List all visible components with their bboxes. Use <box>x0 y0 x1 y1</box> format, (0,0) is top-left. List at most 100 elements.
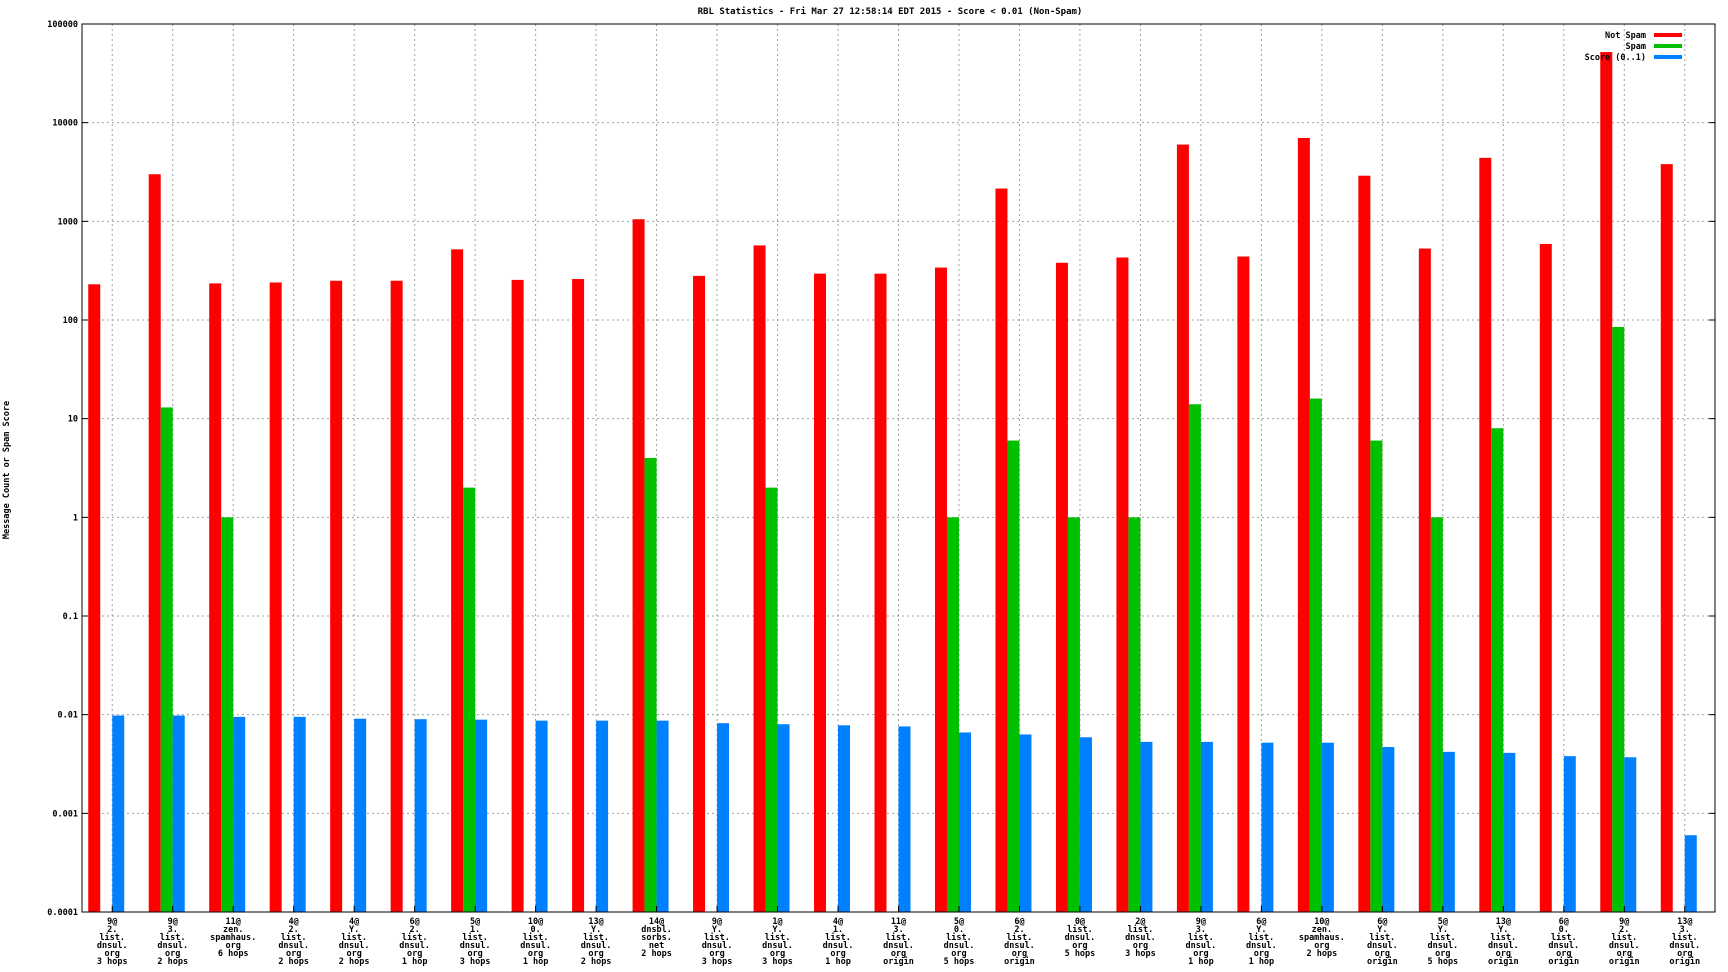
x-tick-label-line: 0. <box>1559 925 1569 935</box>
x-tick-label-line: 3. <box>168 925 178 935</box>
bar-2-20 <box>1321 742 1334 912</box>
bar-1-2 <box>221 517 234 912</box>
x-tick-label-line: 10@ <box>1314 917 1329 927</box>
bar-1-22 <box>1430 517 1443 912</box>
x-tick-label-line: zen. <box>1312 925 1332 935</box>
x-tick-label-line: dnsul. <box>1609 941 1640 951</box>
x-tick-label-line: spamhaus. <box>210 933 256 943</box>
x-tick-label-line: origin <box>1367 956 1398 967</box>
x-tick-label-line: org <box>1435 949 1450 959</box>
x-tick-label-line: org <box>1193 949 1208 959</box>
x-tick-label-line: dnsul. <box>823 941 854 951</box>
x-tick-label-line: 9@ <box>712 917 722 927</box>
bar-0-2 <box>209 283 222 913</box>
x-tick-label: 0@ list. dnsul. org 5 hops <box>1065 917 1096 959</box>
x-tick-label-line: org <box>467 949 482 959</box>
x-tick-label-line: org <box>226 941 241 951</box>
bars <box>88 52 1697 913</box>
x-tick-label-line: org <box>951 949 966 959</box>
bar-0-21 <box>1358 175 1371 912</box>
x-tick-label-line: 2. <box>107 925 117 935</box>
bar-1-16 <box>1067 517 1080 912</box>
x-tick-label-line: 3. <box>1680 925 1690 935</box>
x-tick-label-line: sorbs. <box>641 933 672 943</box>
x-tick-label-line: list. <box>583 932 609 943</box>
x-tick-label-line: org <box>286 949 301 959</box>
x-tick-label-line: org <box>891 949 906 959</box>
bar-1-9 <box>644 457 657 912</box>
bar-0-4 <box>330 280 343 912</box>
y-tick-label: 1 <box>73 513 78 523</box>
x-tick-label-line: dnsul. <box>460 941 491 951</box>
bar-0-24 <box>1539 243 1552 912</box>
x-tick-label-line: list. <box>825 932 851 943</box>
x-tick-label-line: list. <box>1430 932 1456 943</box>
x-tick-label-line: dnsul. <box>399 941 430 951</box>
x-tick-label: 6@ Y. list. dnsul. org origin <box>1367 917 1398 967</box>
x-tick-label-line: 0. <box>954 925 964 935</box>
x-tick-label-line: 5 hops <box>944 957 975 967</box>
bar-2-3 <box>293 716 306 912</box>
bar-2-19 <box>1261 742 1274 912</box>
x-tick-label-line: 2 hops <box>581 957 612 967</box>
x-tick-label-line: 3 hops <box>97 957 128 967</box>
x-tick-label-line: Y. <box>772 925 782 935</box>
bar-2-23 <box>1503 752 1516 912</box>
x-tick-label: 11@ 3. list. dnsul. org origin <box>883 917 914 967</box>
x-tick-label-line: 3 hops <box>702 957 733 967</box>
bar-0-19 <box>1237 256 1250 912</box>
bar-1-11 <box>765 487 778 912</box>
x-tick-label-line: Y. <box>591 925 601 935</box>
bar-0-11 <box>753 245 766 912</box>
x-tick-label-line: org <box>1072 941 1087 951</box>
x-tick-label: 6@ Y. list. dnsul. org 1 hop <box>1246 917 1277 967</box>
y-tick-label: 10000 <box>52 119 78 129</box>
bar-1-18 <box>1188 404 1201 912</box>
bar-0-13 <box>874 273 887 912</box>
x-tick-label-line: list. <box>281 932 307 943</box>
x-tick-label-line: list. <box>1491 932 1517 943</box>
legend-label-1: Spam <box>1626 42 1646 52</box>
x-tick-label-line: origin <box>1609 956 1640 967</box>
x-tick-label-line: dnsul. <box>520 941 551 951</box>
x-tick-label-line: origin <box>1488 956 1519 967</box>
x-tick-label-line: Y. <box>1498 925 1508 935</box>
x-tick-label-line: org <box>1012 949 1027 959</box>
x-tick-label-line: 11@ <box>226 917 241 927</box>
bar-0-12 <box>814 273 827 912</box>
bar-0-7 <box>511 279 524 912</box>
bar-1-14 <box>946 517 959 912</box>
bar-0-20 <box>1297 137 1310 913</box>
x-tick-label-line: list. <box>1188 932 1214 943</box>
legend-swatch-2 <box>1654 55 1682 59</box>
x-tick-label-line: Y. <box>1438 925 1448 935</box>
x-tick-label-line: org <box>1617 949 1632 959</box>
x-tick-label-line: list. <box>160 932 186 943</box>
x-tick-label-line: list. <box>1551 932 1577 943</box>
x-tick-label-line: org <box>1314 941 1329 951</box>
x-tick-label-line: 13@ <box>1677 917 1692 927</box>
bar-2-2 <box>233 716 246 912</box>
x-tick-label-line: 3. <box>893 925 903 935</box>
x-tick-label-line: list. <box>402 932 428 943</box>
x-tick-label: 5@ Y. list. dnsul. org 5 hops <box>1427 917 1458 967</box>
x-tick-label-line: 2@ <box>1135 917 1145 927</box>
y-tick-label: 100000 <box>47 20 78 30</box>
x-tick-label-line: 3 hops <box>1125 949 1156 959</box>
x-tick-label: 13@ 3. list. dnsul. org origin <box>1669 917 1700 967</box>
legend-swatch-1 <box>1654 44 1682 48</box>
x-tick-label-line: 6@ <box>410 917 420 927</box>
x-tick-label-line: dnsul. <box>1125 933 1156 943</box>
x-tick-label-line: list. <box>1611 932 1637 943</box>
bar-0-18 <box>1176 144 1189 913</box>
bar-0-3 <box>269 282 282 912</box>
legend-label-2: Score (0..1) <box>1585 53 1646 63</box>
x-tick-label-line: 14@ <box>649 917 664 927</box>
x-tick-label-line: dnsul. <box>1004 941 1035 951</box>
x-tick-label-line: 13@ <box>1496 917 1511 927</box>
x-tick-label-line: dnsul. <box>944 941 975 951</box>
x-tick-label-line: 9@ <box>1196 917 1206 927</box>
